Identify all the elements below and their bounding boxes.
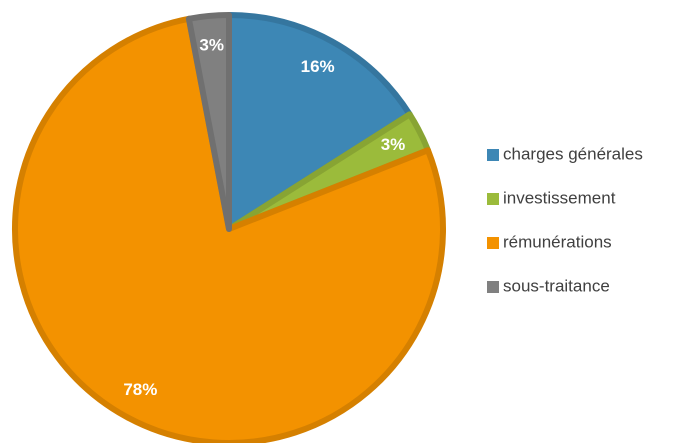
legend-label: sous-traitance — [503, 276, 610, 295]
slice-border — [226, 12, 413, 232]
legend-label: investissement — [503, 188, 616, 207]
data-label: 16% — [301, 57, 335, 76]
legend-label: charges générales — [503, 144, 643, 163]
pie-slice — [185, 12, 232, 232]
data-label: 3% — [199, 35, 224, 54]
legend-swatch — [487, 281, 499, 293]
pie-slice — [226, 12, 413, 232]
legend-label: rémunérations — [503, 232, 612, 251]
data-label: 78% — [123, 380, 157, 399]
legend-swatch — [487, 237, 499, 249]
slice-border — [12, 15, 446, 443]
slice-border — [185, 12, 232, 232]
legend-swatch — [487, 193, 499, 205]
legend-swatch — [487, 149, 499, 161]
data-label: 3% — [381, 135, 406, 154]
